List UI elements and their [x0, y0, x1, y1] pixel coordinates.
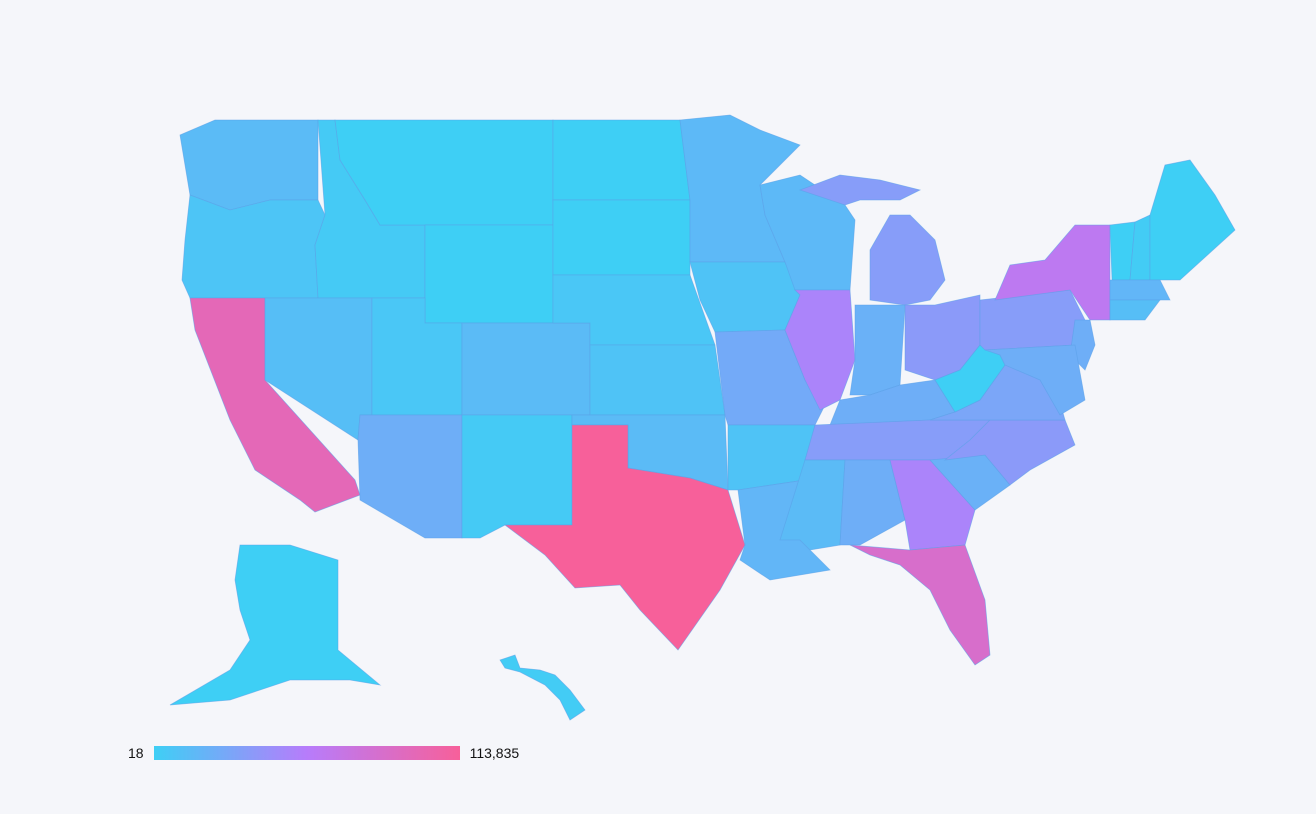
state-ct[interactable]	[1109, 299, 1161, 321]
state-tx[interactable]	[503, 424, 746, 651]
state-ks[interactable]	[589, 344, 726, 416]
state-hi[interactable]	[499, 654, 586, 721]
state-il[interactable]	[784, 289, 856, 411]
state-in[interactable]	[849, 304, 906, 396]
state-nm[interactable]	[461, 414, 573, 539]
state-wy[interactable]	[424, 224, 554, 324]
state-me[interactable]	[1149, 159, 1236, 281]
state-co[interactable]	[461, 322, 591, 416]
state-ma[interactable]	[1109, 279, 1171, 301]
legend-min-label: 18	[128, 745, 144, 761]
state-nc[interactable]	[943, 419, 1076, 486]
state-mi-u[interactable]	[798, 174, 922, 206]
state-or[interactable]	[181, 194, 326, 299]
state-al[interactable]	[839, 459, 906, 546]
state-wa[interactable]	[179, 119, 319, 211]
state-ak[interactable]	[169, 544, 382, 706]
state-sd[interactable]	[552, 199, 691, 276]
legend-max-label: 113,835	[469, 745, 520, 761]
state-mi-l[interactable]	[869, 214, 946, 306]
state-md[interactable]	[984, 344, 1086, 416]
state-fl[interactable]	[849, 544, 991, 666]
legend-gradient-bar	[153, 746, 460, 760]
color-legend: 18 113,835	[128, 745, 519, 761]
state-nd[interactable]	[552, 119, 691, 201]
state-az[interactable]	[357, 414, 463, 539]
